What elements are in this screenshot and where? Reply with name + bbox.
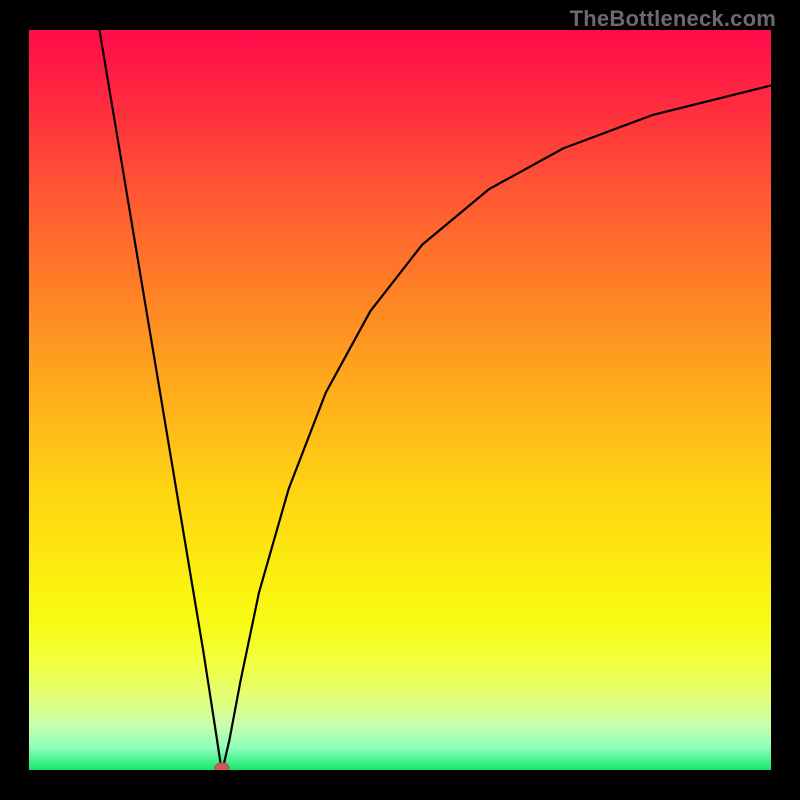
chart-plot-area [29, 30, 771, 770]
chart-svg [29, 30, 771, 770]
optimal-point-marker [215, 763, 229, 770]
gradient-background [29, 30, 771, 770]
watermark-text: TheBottleneck.com [570, 6, 776, 32]
